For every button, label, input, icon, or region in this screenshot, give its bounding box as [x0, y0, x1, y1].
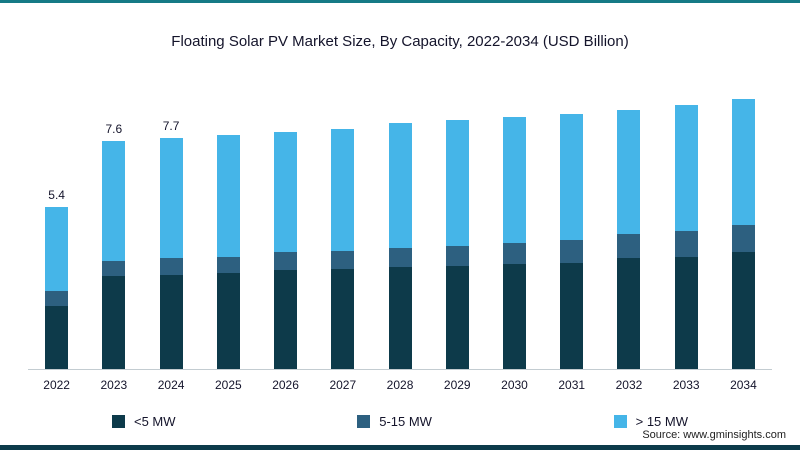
- bar-group: [486, 98, 543, 369]
- x-tick-label: 2024: [157, 378, 185, 392]
- bar-segment: [331, 268, 355, 369]
- source-credit: Source: www.gminsights.com: [642, 429, 786, 441]
- stacked-bar: [560, 114, 584, 369]
- x-tick-label: 2030: [501, 378, 528, 392]
- chart-title: Floating Solar PV Market Size, By Capaci…: [171, 33, 629, 50]
- value-label: 5.4: [48, 188, 65, 202]
- bar-segment: [102, 276, 126, 369]
- x-tick-label: 2032: [615, 378, 643, 392]
- legend-label: <5 MW: [134, 414, 176, 429]
- stacked-bar: [45, 207, 69, 369]
- bar-segment: [274, 270, 298, 369]
- bar-group: [429, 101, 486, 369]
- legend-item: 5-15 MW: [357, 414, 432, 429]
- bar-segment: [617, 258, 641, 369]
- bar-segment: [445, 265, 469, 369]
- bar-segment: [617, 109, 641, 234]
- bar-segment: [674, 231, 698, 257]
- bar-group: 5.4: [28, 188, 85, 369]
- x-tick-label: 2029: [443, 378, 471, 392]
- stacked-bar: [274, 132, 298, 369]
- legend-item: > 15 MW: [613, 414, 688, 429]
- stacked-bar: [102, 141, 126, 369]
- bar-segment: [45, 207, 69, 291]
- bar-group: [600, 91, 657, 369]
- bar-segment: [274, 252, 298, 270]
- x-axis: 2022 2023 2024 2025 2026 2027 2028 2029 2030 2031…: [28, 370, 772, 392]
- bar-segment: [502, 243, 526, 264]
- bar-segment: [331, 129, 355, 251]
- bar-segment: [159, 258, 183, 275]
- stacked-bar: [331, 129, 355, 369]
- bar-segment: [216, 273, 240, 369]
- bar-segment: [159, 274, 183, 369]
- legend-swatch: [357, 415, 371, 428]
- x-tick-label: 2022: [43, 378, 70, 392]
- bar-group: 7.6: [85, 122, 142, 369]
- x-tick-label: 2023: [100, 378, 128, 392]
- bar-segment: [560, 240, 584, 263]
- bar-group: [715, 80, 772, 369]
- bar-segment: [216, 256, 240, 273]
- plot-area: 5.4 7.6 7.7: [28, 68, 772, 370]
- stacked-bar: [388, 123, 412, 369]
- bar-segment: [388, 123, 412, 248]
- bar-segment: [445, 246, 469, 266]
- stacked-bar: [445, 120, 469, 369]
- bar-segment: [617, 234, 641, 258]
- legend-label: 5-15 MW: [379, 414, 432, 429]
- bar-segment: [102, 141, 126, 261]
- bar-segment: [331, 250, 355, 269]
- bar-segment: [445, 120, 469, 246]
- bar-group: [257, 113, 314, 369]
- bar-segment: [216, 135, 240, 257]
- x-tick-label: 2034: [730, 378, 757, 392]
- legend-swatch: [112, 415, 125, 428]
- legend-label: > 15 MW: [635, 414, 688, 429]
- bar-segment: [731, 252, 755, 369]
- value-label: 7.6: [105, 122, 123, 136]
- stacked-bar: [674, 105, 698, 369]
- legend: <5 MW 5-15 MW > 15 MW: [112, 414, 688, 429]
- bar-segment: [674, 105, 698, 231]
- bar-segment: [388, 267, 412, 369]
- bar-segment: [45, 291, 69, 306]
- bar-segment: [388, 247, 412, 267]
- bar-group: [200, 116, 257, 369]
- bar-group: [543, 95, 600, 369]
- bar-group: [658, 86, 715, 369]
- stacked-bar: [731, 99, 755, 369]
- x-tick-label: 2028: [386, 378, 414, 392]
- bar-group: 7.7: [142, 119, 199, 369]
- x-tick-label: 2025: [214, 378, 242, 392]
- x-tick-label: 2033: [672, 378, 700, 392]
- value-label: 7.7: [162, 119, 180, 133]
- bar-segment: [502, 117, 526, 243]
- bar-group: [371, 104, 428, 369]
- legend-swatch: [613, 415, 627, 428]
- bar-segment: [560, 114, 584, 240]
- legend-item: <5 MW: [112, 414, 176, 429]
- x-tick-label: 2027: [329, 378, 357, 392]
- bar-segment: [274, 132, 298, 252]
- bar-segment: [502, 264, 526, 369]
- stacked-bar: [617, 109, 641, 369]
- bar-segment: [102, 261, 126, 276]
- bar-segment: [45, 306, 69, 369]
- bar-segment: [731, 99, 755, 225]
- bar-segment: [674, 256, 698, 369]
- x-tick-label: 2026: [272, 378, 299, 392]
- stacked-bar: [216, 135, 240, 369]
- bar-segment: [560, 262, 584, 369]
- bar-segment: [159, 138, 183, 258]
- bar-group: [314, 110, 371, 369]
- stacked-bar: [502, 117, 526, 369]
- x-tick-label: 2031: [558, 378, 586, 392]
- bar-segment: [731, 225, 755, 252]
- stacked-bar: [159, 138, 183, 369]
